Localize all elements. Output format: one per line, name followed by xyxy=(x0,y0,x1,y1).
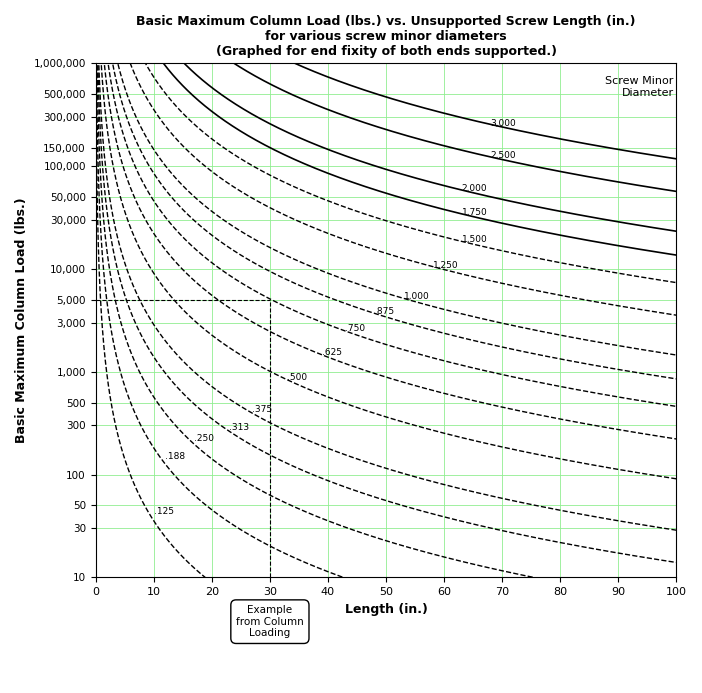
Text: 1,000: 1,000 xyxy=(404,292,429,301)
Text: .375: .375 xyxy=(253,405,272,414)
Title: Basic Maximum Column Load (lbs.) vs. Unsupported Screw Length (in.)
for various : Basic Maximum Column Load (lbs.) vs. Uns… xyxy=(136,15,636,58)
Y-axis label: Basic Maximum Column Load (lbs.): Basic Maximum Column Load (lbs.) xyxy=(15,198,28,443)
X-axis label: Length (in.): Length (in.) xyxy=(345,603,428,615)
Text: Example
from Column
Loading: Example from Column Loading xyxy=(236,605,304,638)
Text: 1,250: 1,250 xyxy=(432,261,458,270)
Text: .125: .125 xyxy=(154,507,173,516)
Text: .188: .188 xyxy=(166,452,185,461)
Text: .313: .313 xyxy=(230,423,249,432)
Text: .875: .875 xyxy=(374,307,395,316)
Text: .500: .500 xyxy=(287,373,307,382)
Text: .250: .250 xyxy=(194,435,214,444)
Text: 1,500: 1,500 xyxy=(462,236,487,245)
Text: .625: .625 xyxy=(322,348,342,357)
Text: 2,500: 2,500 xyxy=(491,151,516,160)
Text: Screw Minor
Diameter: Screw Minor Diameter xyxy=(605,76,674,98)
Text: 3,000: 3,000 xyxy=(491,119,517,128)
Text: .750: .750 xyxy=(345,324,366,333)
Text: 1,750: 1,750 xyxy=(462,208,487,217)
Text: 2,000: 2,000 xyxy=(462,184,487,193)
